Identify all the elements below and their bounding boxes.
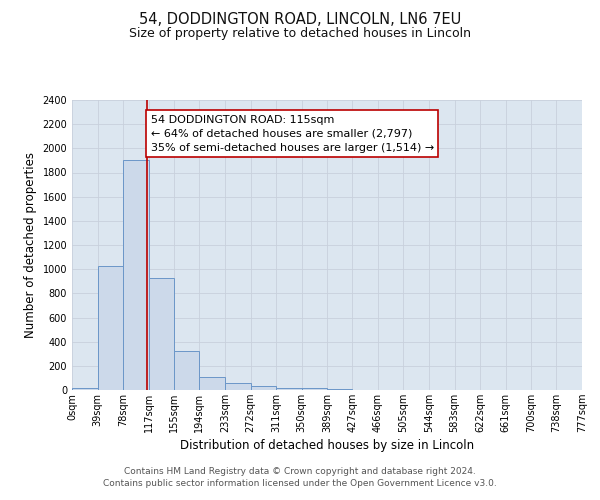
X-axis label: Distribution of detached houses by size in Lincoln: Distribution of detached houses by size … (180, 439, 474, 452)
Bar (98, 266, 123, 390)
Y-axis label: Number of detached properties: Number of detached properties (24, 152, 37, 338)
Bar (276, 388, 302, 390)
Bar (72, 388, 98, 390)
Bar (123, 160, 149, 390)
Bar (174, 352, 199, 390)
Bar (199, 376, 225, 390)
Text: 54, DODDINGTON ROAD, LINCOLN, LN6 7EU: 54, DODDINGTON ROAD, LINCOLN, LN6 7EU (139, 12, 461, 28)
Text: Contains HM Land Registry data © Crown copyright and database right 2024.
Contai: Contains HM Land Registry data © Crown c… (103, 466, 497, 487)
Bar (302, 388, 328, 390)
Bar (149, 278, 174, 390)
Text: 54 DODDINGTON ROAD: 115sqm
← 64% of detached houses are smaller (2,797)
35% of s: 54 DODDINGTON ROAD: 115sqm ← 64% of deta… (151, 114, 434, 152)
Bar (251, 386, 276, 390)
Bar (328, 389, 352, 390)
Text: Size of property relative to detached houses in Lincoln: Size of property relative to detached ho… (129, 28, 471, 40)
Bar (225, 384, 251, 390)
